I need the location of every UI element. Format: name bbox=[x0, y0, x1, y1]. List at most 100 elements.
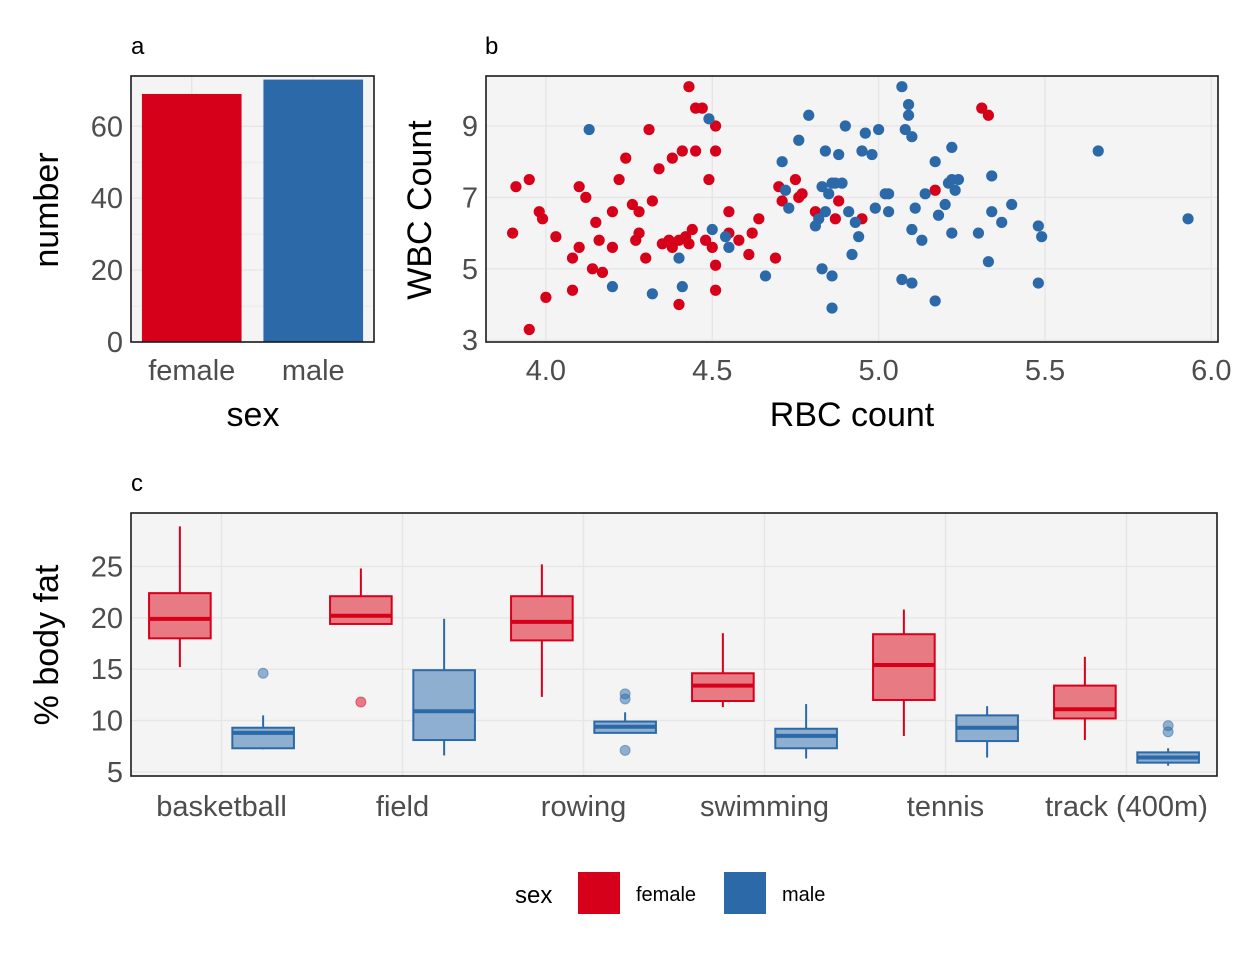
point-male bbox=[856, 145, 868, 157]
box-body bbox=[774, 727, 838, 750]
panel-b-points bbox=[507, 81, 1194, 336]
point-female bbox=[507, 227, 519, 239]
point-female bbox=[666, 152, 678, 164]
panel-c-frame bbox=[130, 512, 1218, 777]
x-tick-label: 5.0 bbox=[858, 355, 898, 387]
panel-c-boxplot: c 5 10 15 20 25 basketball field rowing swimmin… bbox=[28, 470, 1218, 823]
point-female bbox=[709, 120, 722, 132]
point-female bbox=[743, 248, 755, 261]
x-tick-label: tennis bbox=[907, 791, 984, 823]
panel-a-y-axis-title: number bbox=[28, 152, 66, 267]
panel-c-y-ticks: 5 10 15 20 25 bbox=[91, 551, 123, 788]
point-male bbox=[843, 206, 855, 218]
point-male bbox=[949, 184, 961, 196]
box-female-0 bbox=[148, 526, 212, 668]
point-male bbox=[723, 241, 735, 253]
point-female bbox=[586, 263, 599, 275]
legend-swatch-male bbox=[724, 872, 766, 914]
point-female bbox=[633, 206, 645, 218]
x-tick-label: female bbox=[148, 355, 235, 387]
point-male bbox=[906, 277, 918, 289]
point-female bbox=[606, 206, 619, 218]
box-female-1 bbox=[329, 568, 393, 708]
point-male bbox=[946, 141, 958, 154]
point-female bbox=[646, 195, 658, 207]
box-female-3 bbox=[691, 633, 755, 708]
point-female bbox=[776, 195, 788, 207]
point-male bbox=[986, 170, 998, 182]
point-female bbox=[753, 213, 765, 225]
bar-male bbox=[263, 79, 364, 342]
point-female bbox=[789, 173, 802, 186]
point-male bbox=[606, 281, 619, 293]
point-male bbox=[706, 223, 718, 236]
legend-label-female: female bbox=[636, 884, 696, 906]
y-tick-label: 9 bbox=[462, 111, 478, 143]
panel-c-y-axis-title: % body fat bbox=[28, 564, 66, 725]
panel-c-boxes bbox=[148, 526, 1200, 766]
point-male bbox=[916, 234, 928, 246]
point-female bbox=[709, 284, 722, 296]
point-male bbox=[783, 202, 795, 214]
panel-c-grid bbox=[131, 513, 1217, 776]
point-male bbox=[869, 202, 881, 214]
point-female bbox=[706, 241, 718, 253]
point-male bbox=[929, 156, 941, 168]
point-male bbox=[939, 198, 951, 211]
legend-title: sex bbox=[515, 882, 552, 909]
y-tick-label: 7 bbox=[462, 182, 478, 214]
point-female bbox=[540, 291, 552, 303]
point-male bbox=[803, 109, 815, 121]
point-female bbox=[793, 191, 805, 203]
outlier-point bbox=[619, 688, 631, 700]
point-female bbox=[833, 195, 845, 207]
point-male bbox=[883, 188, 895, 200]
point-male bbox=[583, 123, 595, 136]
point-female bbox=[590, 216, 602, 228]
y-tick-label: 3 bbox=[462, 325, 478, 357]
point-female bbox=[523, 173, 535, 186]
point-male bbox=[919, 188, 931, 200]
point-male bbox=[853, 231, 865, 243]
point-male bbox=[929, 295, 941, 307]
point-male bbox=[972, 227, 985, 239]
point-female bbox=[656, 238, 668, 250]
box-male-1 bbox=[412, 618, 476, 756]
x-tick-label: swimming bbox=[700, 791, 829, 823]
point-male bbox=[839, 120, 851, 132]
box-male-2 bbox=[593, 688, 657, 756]
point-male bbox=[902, 109, 915, 121]
y-tick-label: 20 bbox=[91, 603, 123, 635]
point-female bbox=[929, 184, 941, 196]
point-female bbox=[976, 102, 988, 114]
x-tick-label: basketball bbox=[156, 791, 287, 823]
point-male bbox=[906, 223, 918, 236]
point-male bbox=[703, 113, 715, 125]
point-female bbox=[769, 252, 782, 264]
point-male bbox=[676, 281, 688, 293]
box-body bbox=[510, 595, 574, 642]
point-female bbox=[640, 252, 652, 264]
panel-a-label: a bbox=[131, 33, 145, 60]
point-female bbox=[566, 284, 579, 296]
panel-a-x-axis-title: sex bbox=[227, 396, 280, 434]
point-female bbox=[723, 206, 735, 218]
point-male bbox=[996, 216, 1008, 228]
point-female bbox=[709, 145, 722, 157]
box-body bbox=[1053, 684, 1117, 720]
point-male bbox=[1006, 198, 1018, 211]
point-male bbox=[1036, 231, 1048, 243]
panel-b-label: b bbox=[485, 33, 498, 60]
y-tick-label: 15 bbox=[91, 654, 123, 686]
y-tick-label: 0 bbox=[107, 327, 123, 359]
point-female bbox=[683, 238, 695, 250]
point-female bbox=[510, 181, 522, 193]
panel-a-frame bbox=[130, 75, 375, 343]
point-male bbox=[986, 206, 998, 218]
point-female bbox=[709, 259, 722, 271]
panel-b-y-axis-title: WBC Count bbox=[401, 120, 439, 300]
point-female bbox=[536, 213, 549, 225]
point-male bbox=[896, 81, 908, 93]
point-female bbox=[573, 241, 585, 253]
